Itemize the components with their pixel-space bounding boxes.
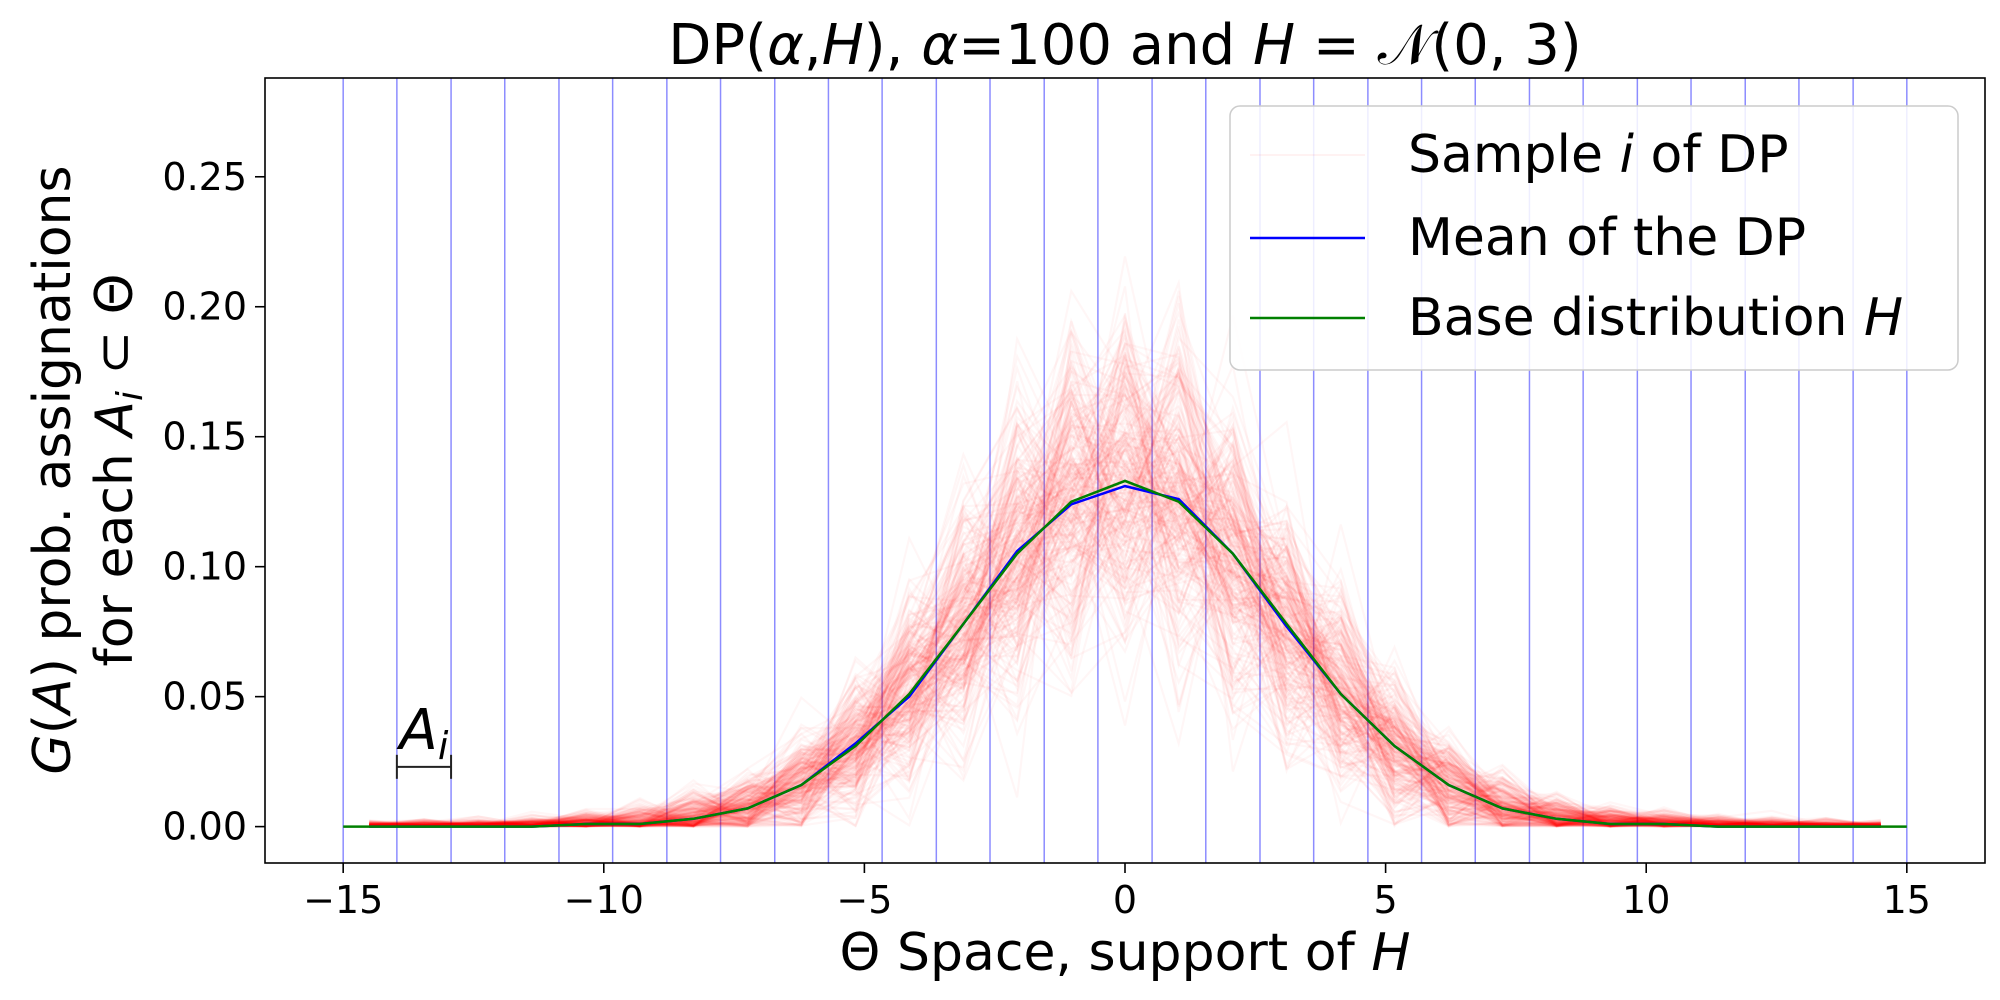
svg-text:G(A) prob. assignations: G(A) prob. assignations xyxy=(23,165,83,774)
base-distribution-line xyxy=(343,479,1907,828)
interval-label: Ai xyxy=(397,698,449,768)
legend: Sample i of DP Mean of the DP Base distr… xyxy=(1229,105,1959,371)
legend-label-samples: Sample i of DP xyxy=(1408,125,1789,185)
x-axis-label: Θ Space, support of H xyxy=(840,923,1411,983)
interval-annotation: Ai xyxy=(395,698,453,779)
dp-sample-line xyxy=(369,399,1881,827)
y-tick-label: 0.00 xyxy=(162,805,247,849)
x-tick-label: 15 xyxy=(1883,878,1931,922)
x-axis-ticks: −15 −10 −5 0 5 10 15 xyxy=(303,863,1931,922)
svg-text:for each Ai ⊂ Θ: for each Ai ⊂ Θ xyxy=(85,273,151,666)
y-axis-label: G(A) prob. assignations for each Ai ⊂ Θ xyxy=(23,165,151,774)
x-tick-label: −10 xyxy=(564,878,644,922)
x-tick-label: −5 xyxy=(836,878,892,922)
y-tick-label: 0.15 xyxy=(162,415,247,459)
legend-label-base: Base distribution H xyxy=(1408,288,1903,348)
title-text: DP( xyxy=(668,13,767,78)
chart-title: DP(α,H), α=100 and H = 𝒩(0, 3) xyxy=(668,13,1582,78)
y-tick-label: 0.20 xyxy=(162,285,247,329)
x-tick-label: −15 xyxy=(303,878,383,922)
y-tick-label: 0.10 xyxy=(162,545,247,589)
y-tick-label: 0.05 xyxy=(162,675,247,719)
x-tick-label: 0 xyxy=(1113,878,1137,922)
y-axis-ticks: 0.00 0.05 0.10 0.15 0.20 0.25 xyxy=(162,155,265,849)
legend-label-mean: Mean of the DP xyxy=(1408,208,1806,268)
x-tick-label: 5 xyxy=(1374,878,1398,922)
series-lines xyxy=(343,479,1907,828)
y-tick-label: 0.25 xyxy=(162,155,247,199)
legend-box xyxy=(1229,105,1959,371)
x-tick-label: 10 xyxy=(1622,878,1670,922)
partition-lines xyxy=(342,78,1908,863)
